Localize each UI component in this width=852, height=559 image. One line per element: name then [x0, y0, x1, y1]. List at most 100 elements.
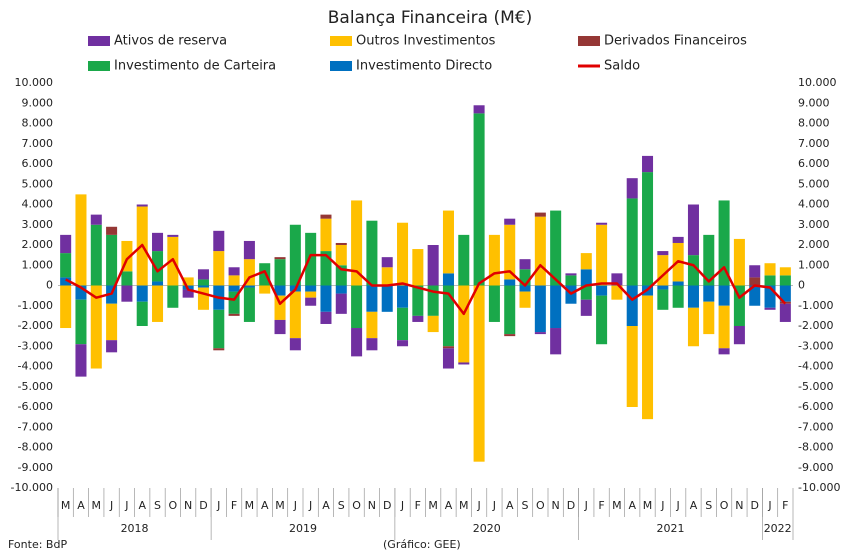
- x-tick-label: S: [705, 499, 712, 512]
- bar-segment: [335, 245, 347, 266]
- bar-segment: [152, 232, 164, 252]
- legend-swatch: [88, 36, 110, 46]
- x-tick-label: S: [338, 499, 345, 512]
- bar-segment: [550, 328, 562, 355]
- bar-segment: [596, 295, 608, 345]
- bar-segment: [381, 285, 393, 312]
- legend-swatch: [330, 36, 352, 46]
- bar-segment: [381, 257, 393, 268]
- bar-segment: [274, 259, 286, 286]
- bar-segment: [335, 285, 347, 294]
- bar-segment: [397, 307, 409, 341]
- bar-segment: [779, 285, 791, 302]
- legend-label: Saldo: [604, 59, 640, 74]
- bar-segment: [458, 285, 470, 363]
- bar-segment: [75, 299, 87, 345]
- bar-segment: [213, 348, 225, 351]
- bar-segment: [596, 224, 608, 286]
- y2-tick-label: -6.000: [798, 400, 833, 413]
- x-tick-label: S: [522, 499, 529, 512]
- y2-tick-label: 7.000: [798, 137, 830, 150]
- bar-segment: [213, 309, 225, 349]
- x-tick-label: J: [676, 499, 680, 512]
- y-tick-label: 1.000: [22, 258, 54, 271]
- y-tick-label: -5.000: [18, 380, 53, 393]
- x-tick-label: J: [584, 499, 588, 512]
- bar-segment: [274, 295, 286, 320]
- bar-segment: [259, 285, 271, 294]
- bar-segment: [687, 307, 699, 347]
- bar-segment: [550, 285, 562, 329]
- bar-segment: [152, 251, 164, 282]
- bar-segment: [167, 234, 179, 237]
- x-tick-label: F: [415, 499, 421, 512]
- bar-segment: [611, 273, 623, 286]
- bar-segment: [687, 204, 699, 256]
- bar-segment: [504, 285, 516, 335]
- bar-segment: [672, 281, 684, 286]
- bar-segment: [534, 285, 546, 333]
- bar-segment: [458, 234, 470, 286]
- bar-segment: [642, 172, 654, 286]
- bar-segment: [381, 267, 393, 286]
- bar-segment: [733, 238, 745, 286]
- y2-tick-label: 5.000: [798, 177, 830, 190]
- bar-segment: [488, 234, 500, 286]
- x-tick-label: A: [77, 499, 85, 512]
- bar-segment: [764, 307, 776, 310]
- bar-segment: [657, 285, 669, 290]
- x-tick-label: F: [782, 499, 788, 512]
- x-tick-label: F: [598, 499, 604, 512]
- year-label: 2018: [121, 522, 149, 535]
- bar-segment: [626, 198, 638, 286]
- legend-swatch: [88, 61, 110, 71]
- y-tick-label: -2.000: [18, 319, 53, 332]
- bar-segment: [305, 297, 317, 306]
- saldo-line: [65, 243, 787, 316]
- bar-segment: [687, 285, 699, 308]
- x-tick-label: A: [628, 499, 636, 512]
- bar-segment: [90, 224, 102, 286]
- bar-segment: [580, 253, 592, 270]
- bar-segment: [243, 240, 255, 260]
- y2-tick-label: -2.000: [798, 319, 833, 332]
- x-tick-label: J: [109, 499, 113, 512]
- bar-segment: [289, 224, 301, 286]
- x-tick-label: N: [735, 499, 743, 512]
- y-tick-label: -10.000: [11, 481, 53, 494]
- bar-segment: [442, 210, 454, 274]
- x-tick-label: J: [767, 499, 771, 512]
- bar-segment: [657, 289, 669, 310]
- bar-segment: [60, 277, 72, 286]
- bar-segment: [718, 348, 730, 355]
- y2-tick-label: -9.000: [798, 461, 833, 474]
- y-tick-label: 7.000: [22, 137, 54, 150]
- bar-segment: [305, 291, 317, 298]
- credit-note: (Gráfico: GEE): [383, 538, 461, 551]
- bar-segment: [703, 234, 715, 286]
- y2-tick-label: -3.000: [798, 339, 833, 352]
- x-tick-label: D: [383, 499, 391, 512]
- bar-segment: [136, 285, 148, 302]
- bar-segment: [626, 285, 638, 326]
- bar-segment: [106, 303, 118, 341]
- y2-tick-label: 3.000: [798, 218, 830, 231]
- bar-segment: [504, 224, 516, 280]
- legend-label: Ativos de reserva: [114, 34, 227, 49]
- y-tick-label: 6.000: [22, 157, 54, 170]
- y-tick-label: -1.000: [18, 299, 53, 312]
- bar-segment: [718, 305, 730, 349]
- bar-segment: [75, 344, 87, 377]
- bar-segment: [488, 285, 500, 322]
- bar-segment: [427, 245, 439, 286]
- x-tick-label: M: [92, 499, 102, 512]
- source-note: Fonte: BdP: [8, 538, 67, 551]
- year-label: 2019: [289, 522, 317, 535]
- x-tick-label: O: [352, 499, 361, 512]
- x-tick-label: A: [690, 499, 698, 512]
- bar-segment: [243, 285, 255, 288]
- bar-segment: [320, 285, 332, 312]
- bar-segment: [596, 222, 608, 225]
- bar-segment: [366, 338, 378, 351]
- bar-segment: [335, 242, 347, 245]
